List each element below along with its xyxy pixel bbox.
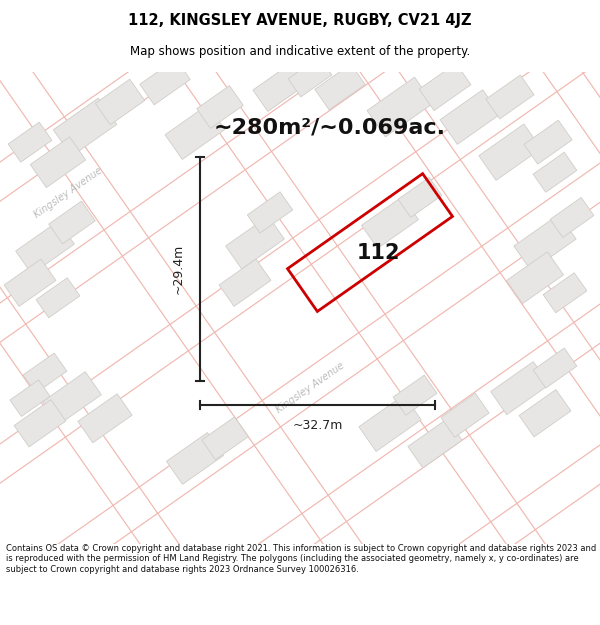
Polygon shape [197,86,243,128]
Polygon shape [95,79,145,125]
Polygon shape [533,348,577,388]
Polygon shape [10,380,50,416]
Polygon shape [14,399,66,447]
Polygon shape [8,122,52,162]
Polygon shape [491,362,550,414]
Polygon shape [441,393,489,438]
Text: 112, KINGSLEY AVENUE, RUGBY, CV21 4JZ: 112, KINGSLEY AVENUE, RUGBY, CV21 4JZ [128,13,472,28]
Polygon shape [393,375,437,415]
Polygon shape [359,395,421,451]
Polygon shape [49,201,95,244]
Polygon shape [440,90,500,144]
Polygon shape [43,372,101,424]
Polygon shape [4,259,56,306]
Polygon shape [140,59,190,105]
Polygon shape [53,98,117,156]
Text: Contains OS data © Crown copyright and database right 2021. This information is : Contains OS data © Crown copyright and d… [6,544,596,574]
Polygon shape [219,259,271,306]
Text: Map shows position and indicative extent of the property.: Map shows position and indicative extent… [130,44,470,58]
Polygon shape [202,417,248,460]
Polygon shape [519,389,571,437]
Polygon shape [165,105,225,159]
Text: ~280m²/~0.069ac.: ~280m²/~0.069ac. [214,117,446,137]
Polygon shape [367,77,433,137]
Polygon shape [408,419,462,468]
Polygon shape [506,252,563,304]
Polygon shape [550,198,594,238]
Text: Kingsley Avenue: Kingsley Avenue [32,165,104,219]
Polygon shape [533,152,577,192]
Polygon shape [514,214,576,271]
Polygon shape [419,63,471,111]
Polygon shape [16,221,74,274]
Text: ~29.4m: ~29.4m [172,244,185,294]
Polygon shape [288,57,332,97]
Polygon shape [247,192,293,233]
Polygon shape [78,394,132,442]
Polygon shape [166,432,224,484]
Polygon shape [479,124,541,181]
Text: Kingsley Avenue: Kingsley Avenue [274,361,346,416]
Polygon shape [253,62,307,111]
Polygon shape [36,278,80,318]
Polygon shape [226,216,284,269]
Polygon shape [524,120,572,164]
Polygon shape [23,353,67,393]
Polygon shape [31,137,86,188]
Polygon shape [543,272,587,312]
Text: 112: 112 [356,242,400,262]
Polygon shape [398,177,442,217]
Polygon shape [361,197,419,248]
Text: ~32.7m: ~32.7m [292,419,343,432]
Polygon shape [486,75,534,119]
Polygon shape [315,64,365,110]
